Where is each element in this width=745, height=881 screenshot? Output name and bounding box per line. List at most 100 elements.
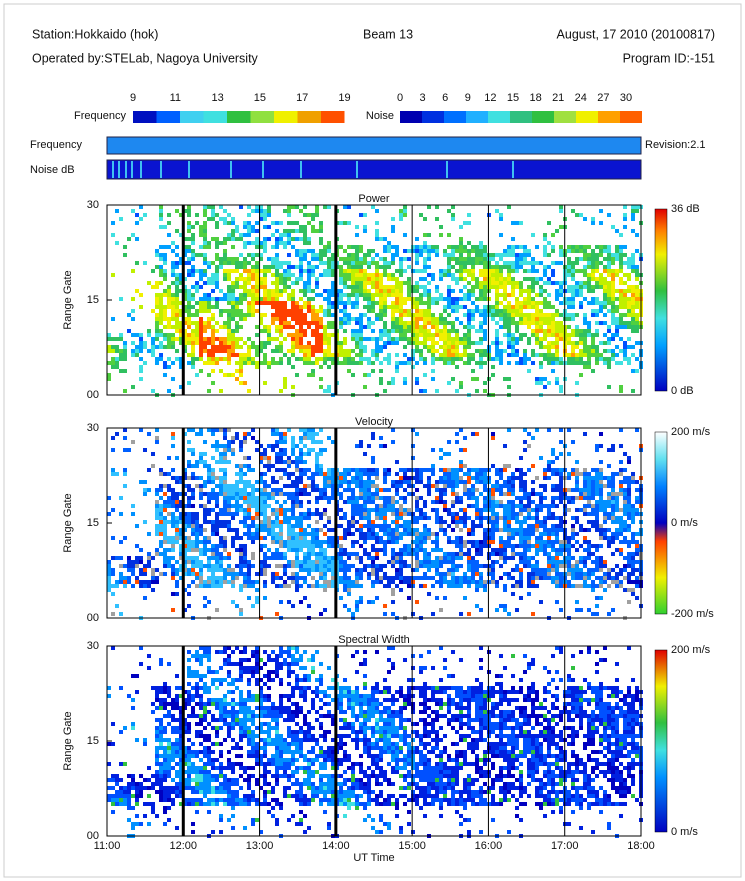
echo-cell [411, 321, 415, 325]
echo-cell [351, 480, 355, 484]
echo-cell [147, 560, 151, 564]
echo-cell [159, 540, 163, 544]
echo-cell [107, 361, 111, 365]
echo-cell [419, 329, 423, 333]
echo-cell [247, 468, 251, 472]
echo-cell [631, 389, 635, 393]
echo-cell [623, 305, 627, 309]
echo-cell [423, 504, 427, 508]
echo-cell [355, 484, 359, 488]
echo-cell [291, 245, 295, 249]
echo-cell [355, 540, 359, 544]
echo-cell [383, 273, 387, 277]
echo-cell [543, 337, 547, 341]
echo-cell [251, 496, 255, 500]
echo-cell [127, 313, 131, 317]
echo-cell [383, 504, 387, 508]
echo-cell [151, 309, 155, 313]
echo-cell [427, 205, 431, 209]
echo-cell [603, 361, 607, 365]
echo-cell [175, 568, 179, 572]
echo-cell [155, 552, 159, 556]
echo-cell [627, 325, 631, 329]
echo-cell [287, 349, 291, 353]
echo-cell [547, 321, 551, 325]
echo-cell [235, 313, 239, 317]
echo-cell [511, 321, 515, 325]
echo-cell [287, 460, 291, 464]
echo-cell [619, 301, 623, 305]
echo-cell [411, 341, 415, 345]
echo-cell [487, 265, 491, 269]
echo-cell [395, 488, 399, 492]
echo-cell [231, 452, 235, 456]
echo-cell [371, 301, 375, 305]
echo-cell [159, 544, 163, 548]
echo-cell [431, 333, 435, 337]
echo-cell [319, 305, 323, 309]
echo-cell [479, 337, 483, 341]
echo-cell [271, 361, 275, 365]
echo-cell [347, 528, 351, 532]
echo-cell [455, 365, 459, 369]
echo-cell [527, 369, 531, 373]
echo-cell [171, 325, 175, 329]
echo-cell [303, 229, 307, 233]
echo-cell [291, 265, 295, 269]
echo-cell [523, 261, 527, 265]
echo-cell [303, 488, 307, 492]
echo-cell [119, 572, 123, 576]
echo-cell [195, 564, 199, 568]
echo-cell [367, 317, 371, 321]
echo-cell [203, 604, 207, 608]
echo-cell [535, 317, 539, 321]
echo-cell [487, 504, 491, 508]
echo-cell [195, 560, 199, 564]
echo-cell [355, 580, 359, 584]
echo-cell [359, 357, 363, 361]
echo-cell [419, 540, 423, 544]
echo-cell [419, 516, 423, 520]
echo-cell [355, 508, 359, 512]
echo-cell [371, 544, 375, 548]
echo-cell [551, 305, 555, 309]
echo-cell [515, 325, 519, 329]
echo-cell [343, 568, 347, 572]
echo-cell [199, 492, 203, 496]
echo-cell [239, 381, 243, 385]
echo-cell [267, 556, 271, 560]
echo-cell [279, 265, 283, 269]
echo-cell [387, 273, 391, 277]
echo-cell [355, 273, 359, 277]
echo-cell [343, 512, 347, 516]
echo-cell [327, 321, 331, 325]
echo-cell [535, 313, 539, 317]
echo-cell [435, 349, 439, 353]
echo-cell [479, 576, 483, 580]
echo-cell [267, 496, 271, 500]
echo-cell [479, 249, 483, 253]
echo-cell [263, 209, 267, 213]
echo-cell [211, 532, 215, 536]
echo-cell [435, 321, 439, 325]
echo-cell [315, 349, 319, 353]
echo-cell [223, 349, 227, 353]
echo-cell [403, 580, 407, 584]
echo-cell [319, 253, 323, 257]
echo-cell [243, 496, 247, 500]
echo-cell [595, 269, 599, 273]
echo-cell [487, 269, 491, 273]
echo-cell [215, 245, 219, 249]
echo-cell [239, 564, 243, 568]
echo-cell [143, 492, 147, 496]
echo-cell [463, 345, 467, 349]
echo-cell [419, 317, 423, 321]
echo-cell [159, 305, 163, 309]
echo-cell [163, 273, 167, 277]
echo-cell [219, 512, 223, 516]
echo-cell [439, 548, 443, 552]
echo-cell [287, 313, 291, 317]
echo-cell [359, 560, 363, 564]
echo-cell [475, 476, 479, 480]
echo-cell [235, 337, 239, 341]
